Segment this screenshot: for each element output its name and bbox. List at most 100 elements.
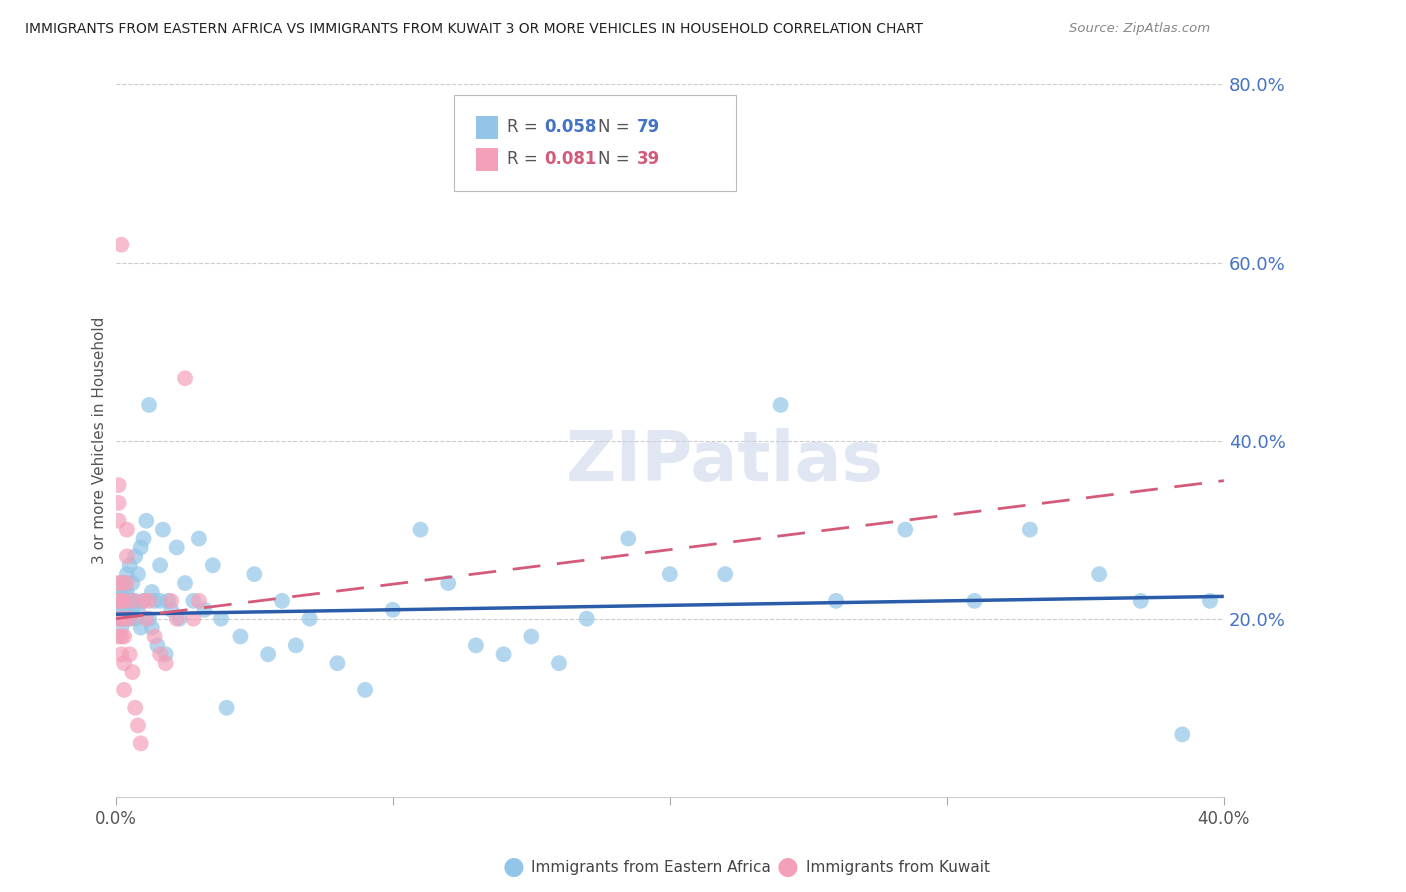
Point: [107, 612, 129, 626]
Point: [135, 612, 157, 626]
Point: [160, 603, 183, 617]
Point: [257, 648, 280, 662]
Bar: [475, 116, 498, 138]
Point: [112, 612, 135, 626]
Point: [115, 567, 138, 582]
Point: [107, 478, 129, 492]
Text: N =: N =: [598, 150, 634, 169]
Point: [157, 594, 180, 608]
Point: [138, 612, 160, 626]
Point: [193, 603, 215, 617]
Point: [132, 532, 155, 546]
Point: [110, 594, 132, 608]
Point: [110, 594, 132, 608]
Point: [326, 656, 349, 670]
Point: [129, 541, 152, 555]
Point: [209, 612, 232, 626]
Text: 39: 39: [637, 150, 659, 169]
Point: [121, 603, 143, 617]
Point: [127, 718, 149, 732]
Point: [437, 576, 460, 591]
Point: [127, 603, 149, 617]
Point: [284, 639, 307, 653]
Text: R =: R =: [508, 150, 543, 169]
Text: 0.058: 0.058: [544, 118, 598, 136]
Point: [118, 558, 141, 573]
Point: [271, 594, 294, 608]
Point: [243, 567, 266, 582]
Point: [658, 567, 681, 582]
Text: ZIPatlas: ZIPatlas: [567, 428, 884, 495]
Point: [160, 594, 183, 608]
Point: [110, 648, 132, 662]
Point: [617, 532, 640, 546]
Point: [112, 585, 135, 599]
Point: [187, 594, 209, 608]
Point: [121, 576, 143, 591]
Point: [201, 558, 224, 573]
Point: [121, 594, 143, 608]
Point: [107, 585, 129, 599]
Text: 79: 79: [637, 118, 659, 136]
Point: [141, 621, 163, 635]
Point: [115, 612, 138, 626]
Point: [118, 612, 141, 626]
Point: [575, 612, 598, 626]
Point: [714, 567, 737, 582]
Point: [183, 612, 205, 626]
Text: R =: R =: [508, 118, 543, 136]
Point: [132, 594, 155, 608]
Point: [124, 700, 146, 714]
Point: [1019, 523, 1042, 537]
Point: [110, 237, 132, 252]
Point: [381, 603, 404, 617]
Text: ●: ●: [776, 855, 799, 879]
Point: [115, 576, 138, 591]
Text: Immigrants from Eastern Africa: Immigrants from Eastern Africa: [531, 860, 772, 874]
Point: [129, 621, 152, 635]
Point: [112, 594, 135, 608]
Point: [143, 594, 166, 608]
Point: [825, 594, 848, 608]
Point: [107, 603, 129, 617]
Point: [107, 496, 129, 510]
Point: [115, 523, 138, 537]
Point: [107, 594, 129, 608]
Text: Immigrants from Kuwait: Immigrants from Kuwait: [806, 860, 990, 874]
Point: [118, 648, 141, 662]
Point: [118, 612, 141, 626]
Point: [110, 612, 132, 626]
Point: [166, 541, 188, 555]
Point: [124, 594, 146, 608]
Point: [110, 621, 132, 635]
Point: [520, 630, 543, 644]
Point: [166, 612, 188, 626]
Point: [187, 532, 209, 546]
Point: [215, 700, 238, 714]
Point: [174, 576, 197, 591]
FancyBboxPatch shape: [454, 95, 737, 191]
Point: [149, 594, 172, 608]
Point: [229, 630, 252, 644]
Point: [464, 639, 486, 653]
Point: [115, 585, 138, 599]
Point: [143, 630, 166, 644]
Point: [141, 585, 163, 599]
Point: [155, 648, 177, 662]
Text: IMMIGRANTS FROM EASTERN AFRICA VS IMMIGRANTS FROM KUWAIT 3 OR MORE VEHICLES IN H: IMMIGRANTS FROM EASTERN AFRICA VS IMMIGR…: [25, 22, 924, 37]
Point: [135, 514, 157, 528]
Point: [963, 594, 986, 608]
Bar: [475, 148, 498, 170]
Point: [121, 594, 143, 608]
Point: [127, 567, 149, 582]
Point: [1129, 594, 1152, 608]
Point: [149, 648, 172, 662]
Point: [1171, 727, 1194, 741]
Text: 0.081: 0.081: [544, 150, 598, 169]
Text: Source: ZipAtlas.com: Source: ZipAtlas.com: [1069, 22, 1209, 36]
Point: [110, 576, 132, 591]
Point: [1088, 567, 1111, 582]
Text: N =: N =: [598, 118, 634, 136]
Point: [110, 630, 132, 644]
Point: [169, 612, 191, 626]
